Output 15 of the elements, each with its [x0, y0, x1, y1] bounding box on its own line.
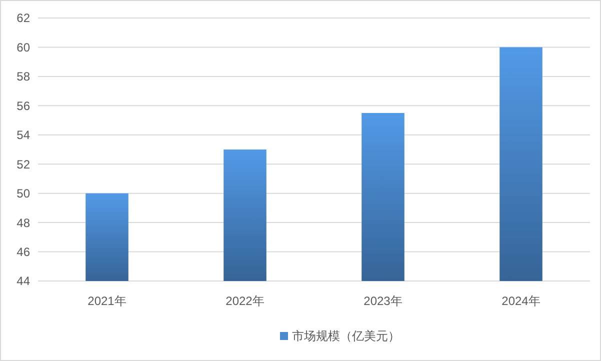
- y-tick-label: 46: [16, 244, 30, 259]
- y-tick-label: 48: [16, 216, 30, 230]
- y-tick-label: 54: [16, 128, 30, 142]
- y-tick-label: 56: [16, 98, 30, 113]
- y-tick-label: 62: [16, 11, 30, 26]
- x-tick-label: 2024年: [502, 294, 540, 308]
- y-tick-label: 58: [16, 70, 30, 84]
- y-tick-label: 50: [16, 186, 30, 201]
- x-tick-label: 2022年: [226, 294, 264, 308]
- x-tick-label: 2021年: [88, 294, 126, 308]
- y-tick-label: 60: [16, 40, 30, 54]
- y-tick-label: 52: [16, 157, 30, 172]
- x-tick-label: 2023年: [364, 294, 402, 308]
- y-tick-label: 44: [16, 274, 30, 288]
- legend-label: 市场规模（亿美元）: [292, 329, 400, 344]
